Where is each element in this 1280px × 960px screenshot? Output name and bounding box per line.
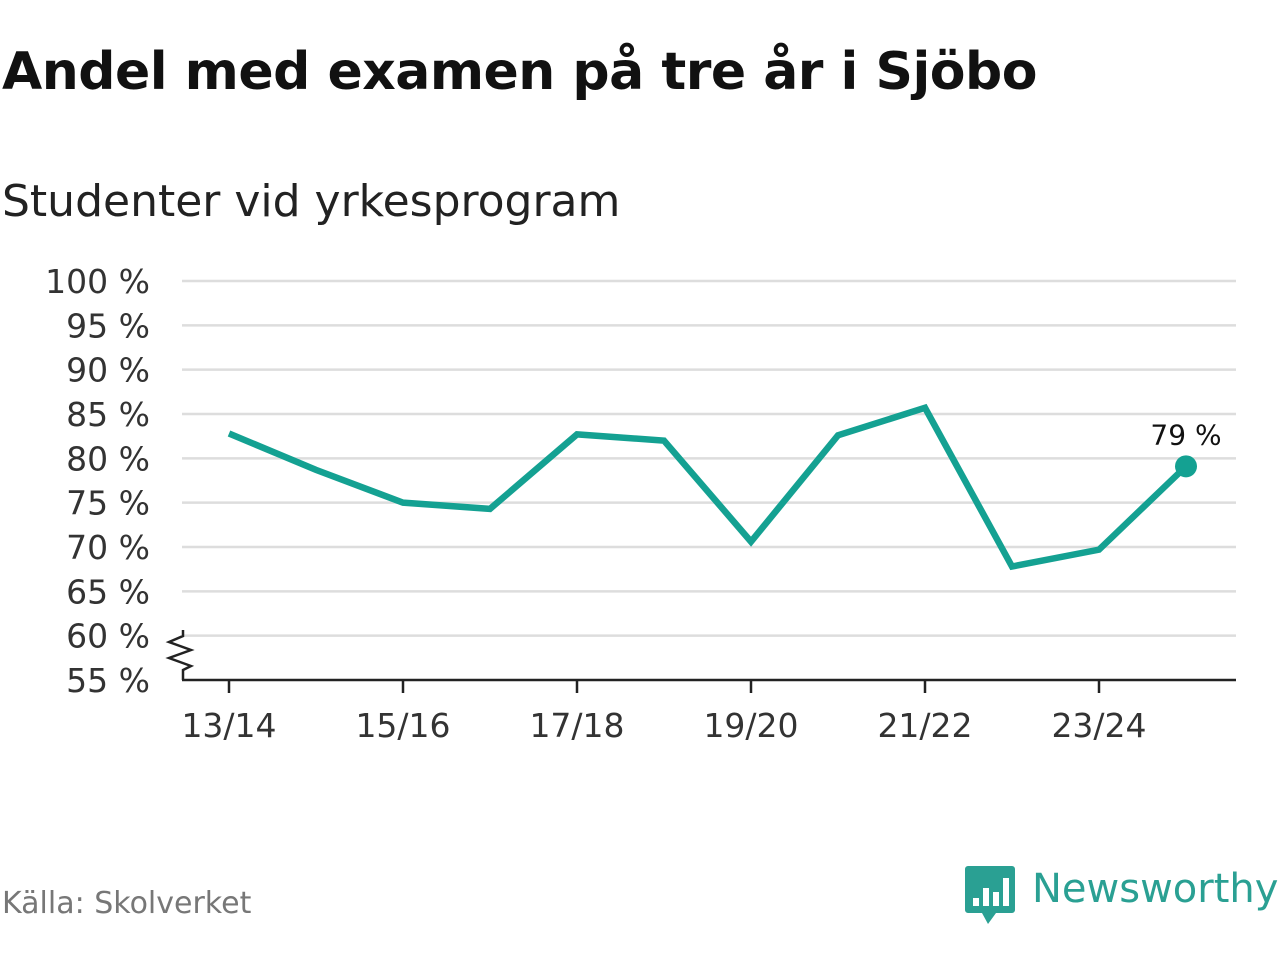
x-axis: 13/14 15/16 17/18 19/20 21/22 23/24 — [165, 630, 1236, 745]
x-tick-label: 17/18 — [529, 706, 624, 745]
y-tick-label: 55 % — [66, 661, 150, 700]
series-layer — [227, 403, 1197, 571]
last-value-label: 79 % — [1150, 418, 1221, 451]
x-tick-label: 13/14 — [181, 706, 276, 745]
last-data-point — [1175, 455, 1197, 478]
y-tick-label: 70 % — [66, 528, 150, 567]
gridlines — [182, 279, 1236, 637]
y-axis: 55 % 60 % 65 % 70 % 75 % 80 % 85 % 90 % 95 % 100 … — [45, 262, 150, 700]
x-tick-label: 19/20 — [703, 706, 798, 745]
chart-title: Andel med examen på tre år i Sjöbo — [2, 42, 1037, 102]
x-tick-label: 21/22 — [877, 706, 972, 745]
brand-name: Newsworthy — [1032, 866, 1279, 912]
newsworthy-logo-icon — [965, 866, 1015, 924]
chart-subtitle: Studenter vid yrkesprogram — [2, 176, 621, 227]
series-line — [227, 403, 1189, 571]
brand-logo: Newsworthy — [964, 864, 1278, 926]
y-tick-label: 75 % — [66, 484, 150, 523]
source-note: Källa: Skolverket — [2, 886, 252, 921]
y-tick-label: 90 % — [66, 351, 150, 390]
axis-break — [165, 630, 195, 680]
x-tick-label: 15/16 — [355, 706, 450, 745]
x-tick-label: 23/24 — [1051, 706, 1146, 745]
y-tick-label: 95 % — [66, 306, 150, 345]
data-labels: 79 % — [1150, 418, 1221, 451]
y-tick-label: 80 % — [66, 439, 150, 478]
y-tick-label: 60 % — [66, 617, 150, 656]
y-tick-label: 85 % — [66, 395, 150, 434]
y-tick-label: 100 % — [45, 262, 150, 301]
y-tick-label: 65 % — [66, 572, 150, 611]
